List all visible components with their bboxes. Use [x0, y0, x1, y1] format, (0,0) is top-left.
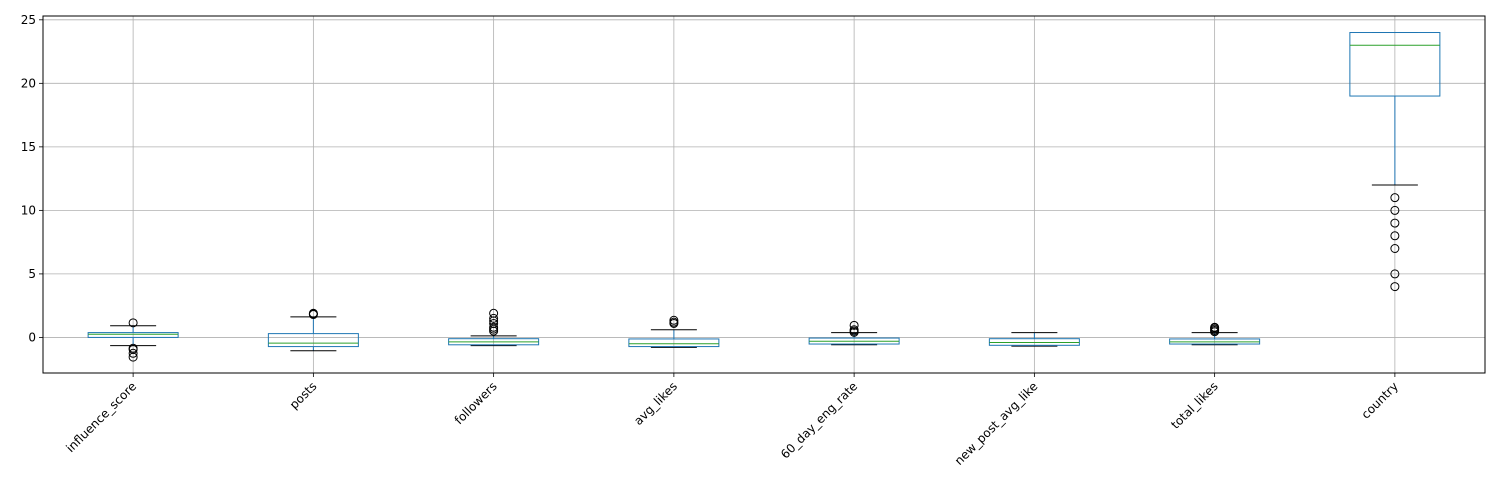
outlier-point	[489, 322, 499, 332]
box-series	[87, 32, 1441, 362]
outlier-point	[1390, 282, 1400, 292]
y-tick-label: 20	[21, 76, 36, 90]
box-influence_score	[87, 318, 179, 362]
box-posts	[267, 308, 359, 352]
y-tick-label: 15	[21, 140, 36, 154]
outlier-point	[489, 318, 499, 328]
outlier-point	[849, 325, 859, 335]
outlier-point	[1390, 218, 1400, 228]
x-tick-label: new_post_avg_like	[952, 379, 1041, 468]
box-followers	[448, 308, 540, 347]
grid-lines	[43, 16, 1485, 373]
y-tick-label: 5	[28, 267, 36, 281]
outlier-point	[669, 315, 679, 325]
y-axis: 0 5 10 15 20 25	[21, 13, 43, 344]
outlier-point	[128, 318, 138, 328]
box-new_post_avg_like	[988, 332, 1080, 347]
outlier-point	[849, 320, 859, 330]
outlier-point	[1390, 231, 1400, 241]
x-tick-label: avg_likes	[631, 379, 680, 428]
outlier-point	[1390, 243, 1400, 253]
outlier-point	[1390, 193, 1400, 203]
iqr-box	[87, 332, 179, 338]
iqr-box	[988, 338, 1080, 346]
y-tick-label: 10	[21, 203, 36, 217]
outlier-point	[128, 352, 138, 362]
plot-frame	[42, 15, 1486, 374]
x-tick-label: posts	[287, 379, 320, 412]
y-tick-label: 25	[21, 13, 36, 27]
outlier-point	[1390, 205, 1400, 215]
iqr-box	[267, 333, 359, 348]
outlier-point	[1210, 322, 1220, 332]
x-tick-label: country	[1359, 379, 1401, 421]
box-country	[1349, 32, 1441, 292]
iqr-box	[1349, 32, 1441, 97]
outlier-point	[489, 313, 499, 323]
x-tick-label: total_likes	[1168, 379, 1221, 432]
box-60_day_eng_rate	[808, 320, 900, 346]
outlier-point	[1390, 269, 1400, 279]
box-avg_likes	[628, 315, 720, 348]
outlier-point	[489, 308, 499, 318]
x-tick-label: 60_day_eng_rate	[778, 379, 860, 461]
x-axis: influence_score posts followers avg_likes 60…	[63, 373, 1401, 468]
x-tick-label: followers	[452, 379, 500, 427]
y-tick-label: 0	[28, 330, 36, 344]
outlier-point	[128, 348, 138, 358]
x-tick-label: influence_score	[63, 379, 139, 455]
outlier-point	[308, 308, 318, 318]
iqr-box	[628, 338, 720, 348]
box-total_likes	[1169, 322, 1261, 346]
